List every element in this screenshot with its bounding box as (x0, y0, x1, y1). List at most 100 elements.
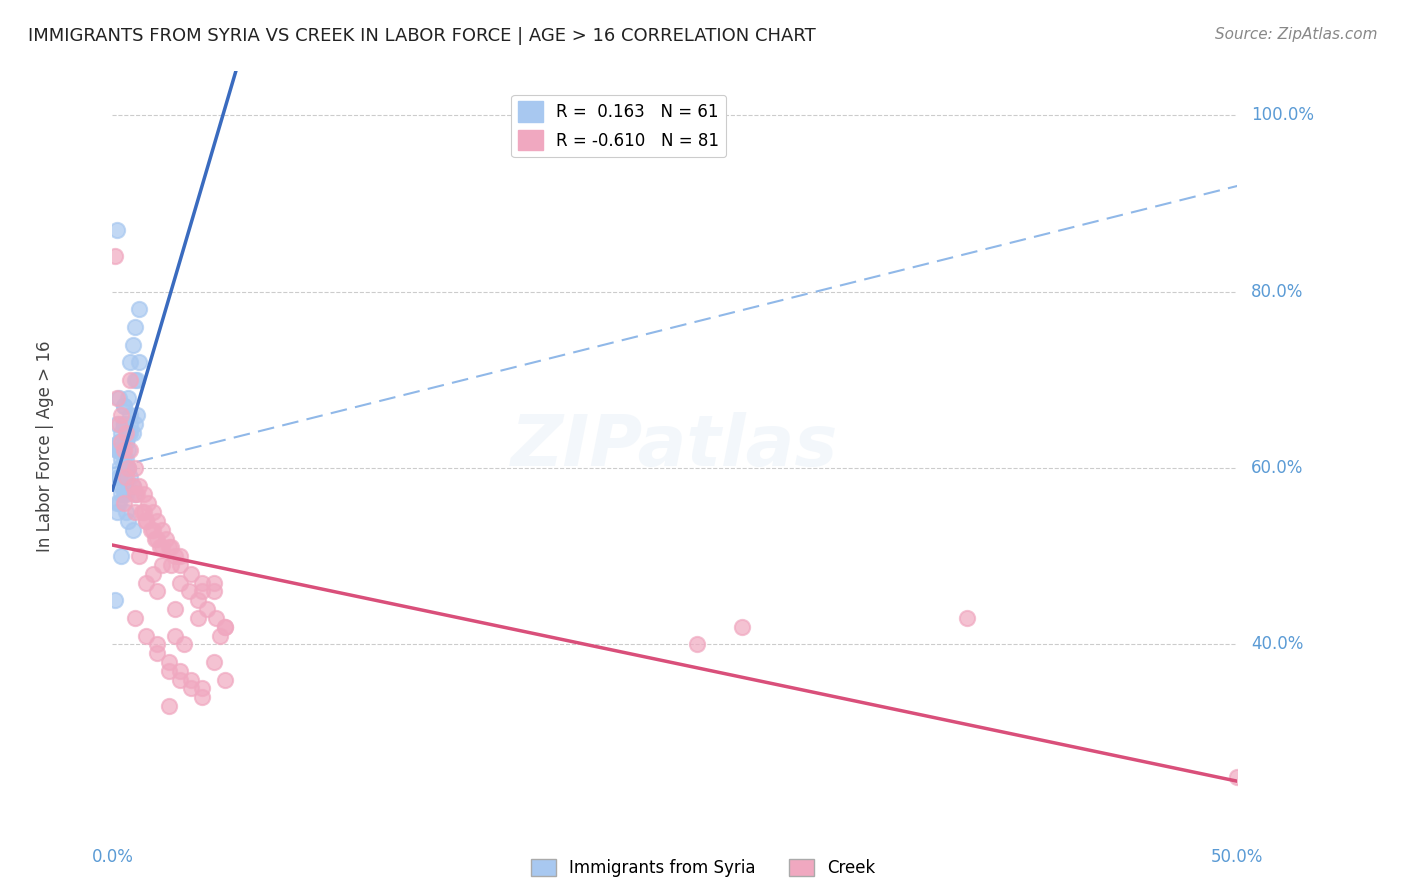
Point (205, 611, 228, 625)
Point (115, 425, 138, 440)
Point (112, 400, 135, 414)
Text: 40.0%: 40.0% (1251, 635, 1303, 653)
Point (120, 470, 142, 484)
Point (191, 681, 214, 696)
Point (115, 505, 138, 519)
Text: Source: ZipAtlas.com: Source: ZipAtlas.com (1215, 27, 1378, 42)
Point (139, 523, 162, 537)
Point (128, 549, 150, 564)
Point (112, 443, 135, 458)
Point (117, 461, 139, 475)
Point (160, 541, 183, 555)
Point (127, 408, 149, 422)
Point (1226, 770, 1249, 784)
Point (124, 461, 146, 475)
Point (165, 549, 187, 564)
Point (202, 655, 225, 669)
Point (150, 523, 173, 537)
Point (104, 250, 127, 264)
Point (112, 400, 135, 414)
Point (128, 302, 150, 317)
Point (146, 637, 169, 651)
Point (169, 549, 191, 564)
Point (124, 417, 146, 431)
Text: In Labor Force | Age > 16: In Labor Force | Age > 16 (37, 340, 53, 552)
Point (135, 514, 157, 528)
Point (128, 355, 150, 369)
Point (121, 478, 143, 492)
Point (112, 417, 135, 431)
Point (132, 487, 155, 501)
Point (956, 611, 979, 625)
Point (157, 541, 180, 555)
Point (105, 496, 128, 510)
Point (112, 470, 135, 484)
Legend: Immigrants from Syria, Creek: Immigrants from Syria, Creek (524, 852, 882, 884)
Point (150, 558, 173, 572)
Text: 100.0%: 100.0% (1251, 106, 1315, 125)
Point (180, 673, 202, 687)
Point (142, 566, 165, 581)
Point (105, 417, 128, 431)
Point (191, 584, 214, 599)
Point (117, 443, 139, 458)
Point (115, 434, 138, 449)
Point (149, 541, 172, 555)
Point (214, 620, 236, 634)
Point (110, 425, 132, 440)
Point (173, 637, 195, 651)
Point (108, 434, 131, 449)
Point (142, 505, 165, 519)
Point (177, 584, 200, 599)
Point (135, 514, 157, 528)
Point (108, 434, 131, 449)
Point (146, 646, 169, 660)
Point (115, 452, 138, 467)
Point (180, 681, 202, 696)
Point (169, 575, 191, 590)
Point (157, 655, 180, 669)
Point (202, 575, 225, 590)
Point (110, 549, 132, 564)
Point (157, 699, 180, 714)
Point (108, 417, 131, 431)
Point (110, 434, 132, 449)
Point (143, 532, 166, 546)
Point (117, 391, 139, 405)
Point (135, 628, 157, 642)
Point (187, 611, 209, 625)
Point (191, 690, 214, 705)
Point (146, 532, 169, 546)
Point (209, 628, 232, 642)
Point (127, 487, 149, 501)
Point (165, 602, 187, 616)
Point (214, 673, 236, 687)
Legend: R =  0.163   N = 61, R = -0.610   N = 81: R = 0.163 N = 61, R = -0.610 N = 81 (512, 95, 725, 157)
Point (120, 373, 142, 387)
Point (686, 637, 709, 651)
Point (105, 223, 128, 237)
Point (110, 452, 132, 467)
Point (115, 470, 138, 484)
Point (115, 434, 138, 449)
Point (142, 523, 165, 537)
Point (108, 496, 131, 510)
Point (120, 408, 142, 422)
Point (120, 417, 142, 431)
Point (731, 620, 754, 634)
Text: 50.0%: 50.0% (1211, 848, 1264, 866)
Point (110, 443, 132, 458)
Point (105, 391, 128, 405)
Point (132, 505, 155, 519)
Point (169, 673, 191, 687)
Point (124, 373, 146, 387)
Point (108, 443, 131, 458)
Point (112, 487, 135, 501)
Point (110, 443, 132, 458)
Point (128, 478, 150, 492)
Point (117, 514, 139, 528)
Text: IMMIGRANTS FROM SYRIA VS CREEK IN LABOR FORCE | AGE > 16 CORRELATION CHART: IMMIGRANTS FROM SYRIA VS CREEK IN LABOR … (28, 27, 815, 45)
Point (124, 487, 146, 501)
Point (110, 408, 132, 422)
Point (214, 620, 236, 634)
